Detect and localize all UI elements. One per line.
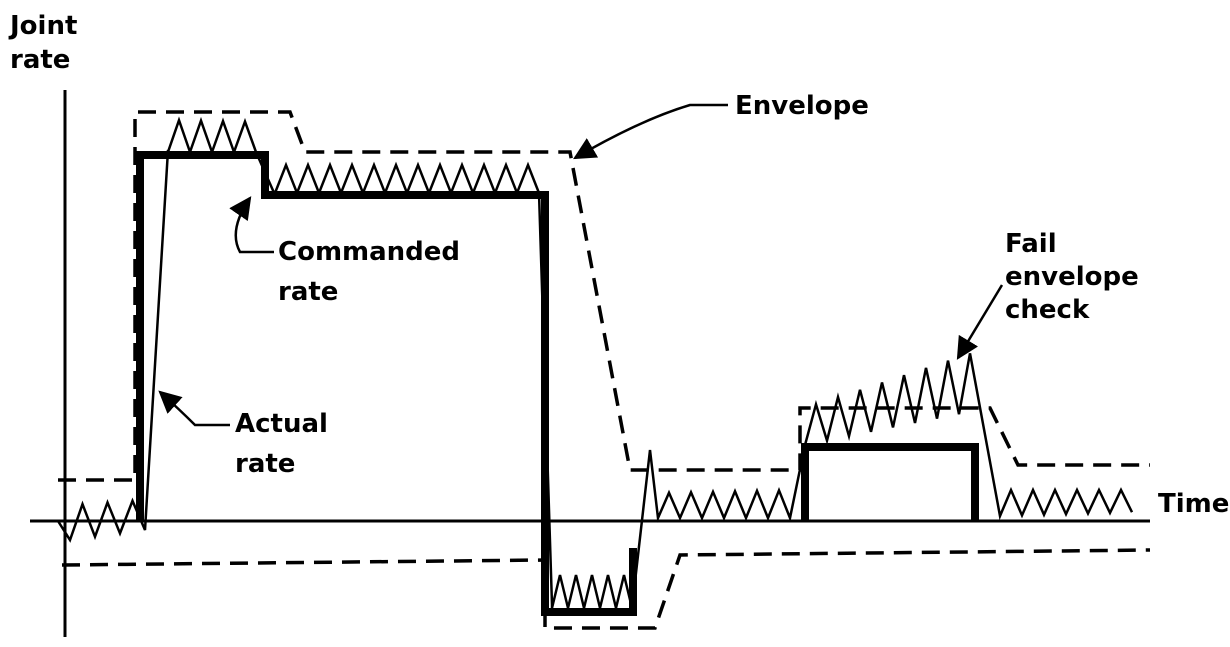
commanded-arrow bbox=[229, 196, 274, 254]
annotation: envelope bbox=[1005, 262, 1139, 292]
actual-rate bbox=[56, 116, 1134, 609]
annotation: check bbox=[1005, 295, 1090, 325]
commanded-rate-pulse bbox=[801, 443, 979, 521]
annotation: rate bbox=[235, 449, 295, 479]
y-axis-label: Joint bbox=[8, 11, 77, 41]
x-axis-label: Time bbox=[1158, 489, 1229, 519]
annotation: Fail bbox=[1005, 229, 1057, 259]
commanded-rate bbox=[136, 151, 637, 616]
y-axis-label: rate bbox=[10, 45, 70, 75]
actual-arrow bbox=[158, 390, 230, 427]
fail-arrow bbox=[956, 284, 1004, 360]
annotation: Actual bbox=[235, 409, 328, 439]
envelope-arrow bbox=[573, 103, 728, 160]
envelope-upper bbox=[58, 110, 1150, 482]
annotation: Envelope bbox=[735, 91, 869, 121]
annotation: Commanded bbox=[278, 237, 460, 267]
annotation: rate bbox=[278, 277, 338, 307]
envelope-lower bbox=[61, 548, 1151, 630]
